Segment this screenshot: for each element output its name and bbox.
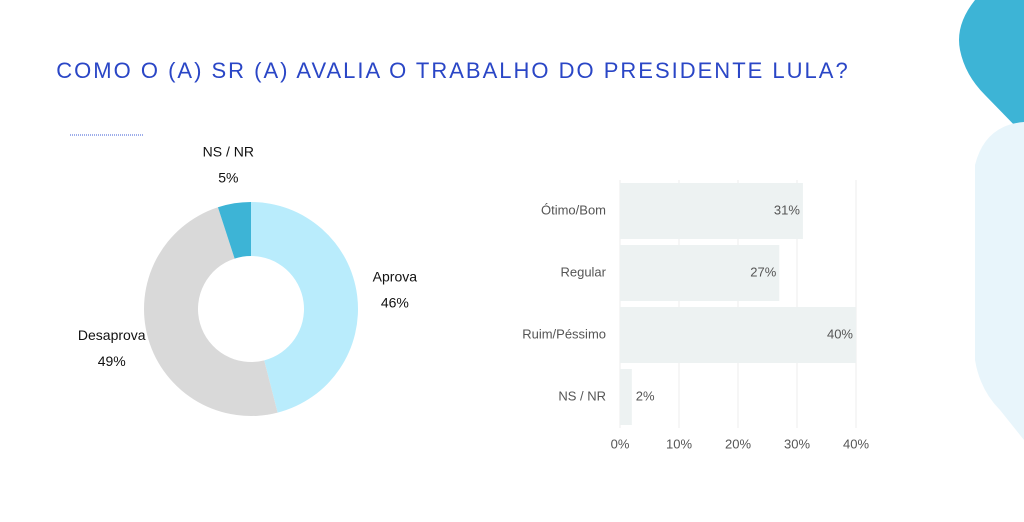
x-tick-label: 30%: [784, 436, 810, 451]
value-label: 31%: [774, 202, 800, 217]
bar: [620, 369, 632, 425]
bar: [620, 307, 856, 363]
x-tick-label: 40%: [843, 436, 869, 451]
slice-label: Aprova: [373, 269, 418, 285]
donut-slice: [144, 207, 278, 416]
x-tick-label: 10%: [666, 436, 692, 451]
decor-shape: [975, 122, 1024, 440]
donut-slice: [217, 202, 251, 259]
slice-value: 46%: [381, 295, 409, 311]
slice-label: NS / NR: [203, 143, 254, 159]
donut-slice: [251, 202, 358, 413]
y-tick-label: Ruim/Péssimo: [522, 326, 606, 341]
x-tick-label: 0%: [611, 436, 630, 451]
y-tick-label: Regular: [560, 264, 606, 279]
y-tick-label: NS / NR: [558, 388, 606, 403]
value-label: 27%: [750, 264, 776, 279]
bar: [620, 245, 780, 301]
value-label: 40%: [827, 326, 853, 341]
y-tick-label: Ótimo/Bom: [541, 202, 606, 217]
slice-value: 5%: [218, 169, 238, 185]
chart-title: COMO O (A) SR (A) AVALIA O TRABALHO DO P…: [56, 58, 849, 83]
bar: [620, 183, 803, 239]
x-tick-label: 20%: [725, 436, 751, 451]
slice-value: 49%: [98, 353, 126, 369]
value-label: 2%: [636, 388, 655, 403]
slice-label: Desaprova: [78, 327, 146, 343]
decor-shape: [959, 0, 1024, 135]
